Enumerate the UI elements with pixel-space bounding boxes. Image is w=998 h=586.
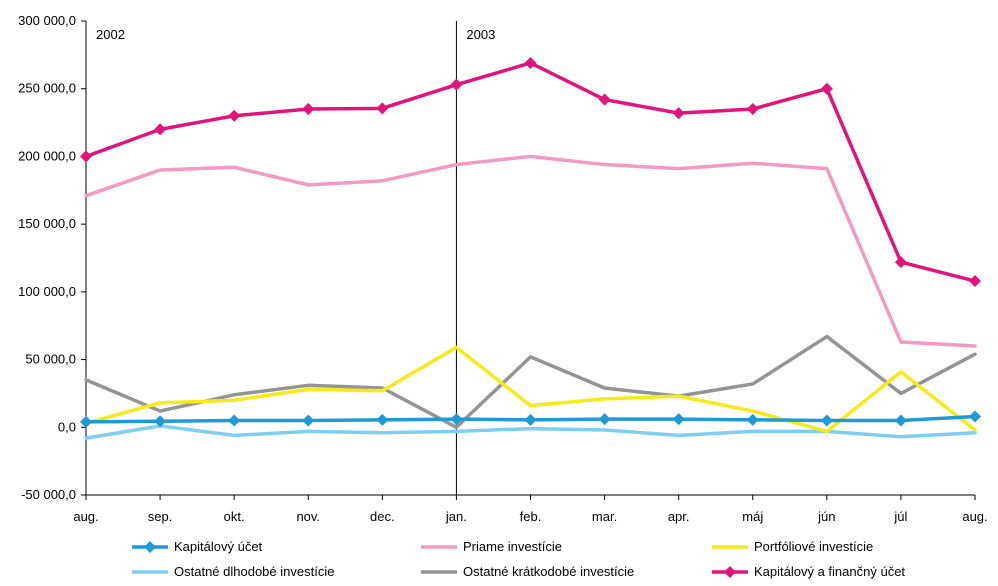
legend-label: Ostatné dlhodobé investície bbox=[174, 564, 334, 579]
y-tick-label: 50 000,0 bbox=[25, 352, 76, 367]
data-point-marker bbox=[969, 410, 981, 423]
data-point-marker bbox=[376, 102, 389, 115]
legend-item: Priame investície bbox=[421, 539, 562, 554]
y-tick-label: 100 000,0 bbox=[18, 284, 76, 299]
series-line bbox=[84, 424, 977, 440]
legend-marker bbox=[724, 566, 736, 578]
series-line bbox=[84, 334, 977, 430]
data-point-marker bbox=[228, 109, 241, 122]
data-point-marker bbox=[302, 103, 315, 116]
legend-item: Portfóliové investície bbox=[712, 539, 873, 554]
x-tick-label: mar. bbox=[592, 509, 617, 524]
series-4 bbox=[84, 424, 977, 440]
data-point-marker bbox=[80, 150, 92, 163]
data-point-marker bbox=[154, 415, 167, 428]
legend: Kapitálový účet Priame investície Portfóli… bbox=[132, 539, 905, 579]
y-tick-label: 200 000,0 bbox=[18, 148, 76, 163]
x-tick-label: máj bbox=[742, 509, 763, 524]
y-tick-label: 300 000,0 bbox=[18, 13, 76, 28]
legend-label: Portfóliové investície bbox=[754, 539, 873, 554]
data-point-marker bbox=[894, 256, 907, 269]
x-tick-label: okt. bbox=[224, 509, 245, 524]
data-point-marker bbox=[672, 413, 685, 426]
data-point-marker bbox=[746, 103, 759, 116]
y-tick-label: 250 000,0 bbox=[18, 81, 76, 96]
data-point-marker bbox=[450, 413, 463, 426]
data-point-marker bbox=[598, 413, 611, 426]
series-3 bbox=[84, 345, 977, 434]
data-point-marker bbox=[672, 107, 685, 120]
data-point-marker bbox=[524, 413, 537, 426]
series-2 bbox=[84, 154, 977, 348]
data-point-marker bbox=[228, 414, 241, 427]
series-line bbox=[84, 154, 977, 348]
data-point-marker bbox=[746, 413, 759, 426]
x-tick-label: jan. bbox=[445, 509, 467, 524]
data-point-marker bbox=[450, 78, 463, 91]
series-lines bbox=[80, 56, 981, 440]
x-tick-label: júl bbox=[893, 509, 907, 524]
data-point-marker bbox=[820, 82, 833, 95]
x-tick-label: nov. bbox=[296, 509, 320, 524]
data-point-marker bbox=[524, 56, 537, 69]
legend-item: Ostatné krátkodobé investície bbox=[421, 564, 634, 579]
y-tick-label: 150 000,0 bbox=[18, 216, 76, 231]
year-label: 2003 bbox=[466, 27, 495, 42]
series-5 bbox=[84, 334, 977, 430]
y-tick-label: 0,0 bbox=[58, 419, 76, 434]
legend-label: Kapitálový a finančný účet bbox=[754, 564, 905, 579]
legend-label: Kapitálový účet bbox=[174, 539, 263, 554]
series-1 bbox=[80, 410, 981, 428]
series-line bbox=[84, 61, 977, 283]
series-6 bbox=[80, 56, 981, 288]
x-tick-label: dec. bbox=[370, 509, 395, 524]
legend-label: Ostatné krátkodobé investície bbox=[463, 564, 634, 579]
x-tick-label: apr. bbox=[668, 509, 690, 524]
data-point-marker bbox=[302, 414, 315, 427]
x-tick-label: jún bbox=[817, 509, 835, 524]
data-point-marker bbox=[894, 414, 907, 427]
data-point-marker bbox=[154, 123, 167, 136]
x-tick-label: feb. bbox=[520, 509, 542, 524]
legend-item: Kapitálový účet bbox=[132, 539, 263, 554]
x-tick-label: aug. bbox=[962, 509, 987, 524]
legend-marker bbox=[144, 541, 156, 553]
data-point-marker bbox=[80, 415, 92, 428]
legend-item: Ostatné dlhodobé investície bbox=[132, 564, 334, 579]
legend-item: Kapitálový a finančný účet bbox=[712, 564, 905, 579]
legend-label: Priame investície bbox=[463, 539, 562, 554]
data-point-marker bbox=[598, 93, 611, 106]
y-tick-labels: -50 000,0 0,0 50 000,0 100 000,0 150 000,0 20… bbox=[18, 13, 76, 502]
x-tick-label: aug. bbox=[73, 509, 98, 524]
data-point-marker bbox=[969, 275, 981, 288]
year-label: 2002 bbox=[96, 27, 125, 42]
y-tick-label: -50 000,0 bbox=[21, 487, 76, 502]
x-tick-labels: aug. sep. okt. nov. dec. jan. feb. mar. apr. máj j… bbox=[73, 509, 987, 524]
series-line bbox=[84, 345, 977, 434]
data-point-marker bbox=[376, 413, 389, 426]
x-tick-label: sep. bbox=[148, 509, 173, 524]
data-point-marker bbox=[820, 414, 833, 427]
